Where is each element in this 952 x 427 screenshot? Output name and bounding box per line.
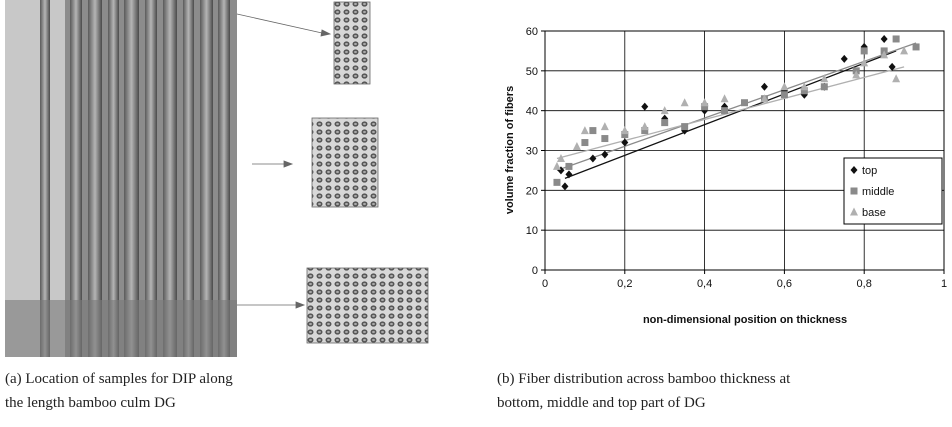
marker (780, 82, 789, 91)
marker (860, 58, 869, 67)
marker (680, 98, 689, 107)
marker (721, 107, 729, 115)
trend-line (556, 66, 905, 160)
y-tick-label: 40 (526, 106, 538, 118)
legend-marker (850, 187, 858, 195)
y-tick-label: 20 (526, 185, 538, 197)
marker (641, 102, 649, 111)
marker (561, 182, 569, 191)
y-axis-label: volume fraction of fibers (504, 86, 516, 214)
caption-a: the length bamboo culm DG (5, 395, 176, 411)
x-tick-label: 0 (542, 278, 548, 290)
marker (601, 150, 609, 159)
marker (912, 43, 920, 51)
trend-line (564, 50, 897, 179)
legend-marker (850, 207, 858, 216)
y-tick-label: 30 (526, 146, 538, 158)
y-tick-label: 50 (526, 66, 538, 78)
y-tick-label: 10 (526, 225, 538, 237)
marker (681, 123, 689, 131)
caption-a: (a) Location of samples for DIP along (5, 371, 233, 387)
marker (900, 46, 909, 55)
trend-line (556, 42, 917, 172)
marker (860, 47, 868, 55)
legend-box (843, 157, 943, 225)
marker (661, 119, 669, 127)
legend-marker (850, 166, 858, 174)
y-tick-label: 0 (532, 265, 538, 277)
legend-label: middle (862, 186, 894, 198)
marker (880, 34, 888, 43)
marker (741, 99, 748, 107)
x-tick-label: 0,8 (857, 278, 872, 290)
marker (760, 94, 769, 103)
marker (601, 135, 609, 143)
x-tick-label: 0,6 (777, 278, 792, 290)
marker (589, 154, 597, 163)
marker (553, 178, 561, 186)
marker (572, 142, 581, 151)
marker (660, 106, 669, 115)
marker (580, 126, 589, 135)
caption-b: bottom, middle and top part of DG (497, 395, 706, 411)
marker (556, 153, 565, 162)
y-tick-label: 60 (526, 26, 538, 38)
marker (620, 126, 629, 135)
bamboo-photo (5, 0, 237, 357)
marker (621, 138, 629, 147)
marker (880, 50, 889, 59)
sample-insets (236, 1, 429, 344)
x-axis-label: non-dimensional position on thickness (643, 314, 847, 326)
marker (640, 122, 649, 131)
marker (581, 139, 589, 147)
marker (552, 161, 561, 170)
marker (892, 74, 901, 83)
marker (565, 170, 573, 179)
marker (888, 62, 896, 71)
marker (820, 74, 829, 83)
legend-label: top (862, 165, 877, 177)
x-tick-label: 0,2 (617, 278, 632, 290)
x-tick-label: 1 (941, 278, 947, 290)
marker (720, 94, 729, 103)
marker (681, 126, 689, 135)
caption-b: (b) Fiber distribution across bamboo thi… (497, 371, 791, 387)
marker (892, 35, 900, 43)
marker (852, 70, 861, 79)
marker (760, 82, 768, 91)
marker (589, 127, 597, 135)
marker (565, 162, 573, 170)
marker (600, 122, 609, 131)
marker (780, 91, 788, 99)
x-tick-label: 0,4 (697, 278, 712, 290)
marker (800, 82, 809, 91)
marker (700, 98, 709, 107)
legend-label: base (862, 207, 886, 219)
marker (840, 54, 848, 63)
marker (820, 83, 828, 91)
